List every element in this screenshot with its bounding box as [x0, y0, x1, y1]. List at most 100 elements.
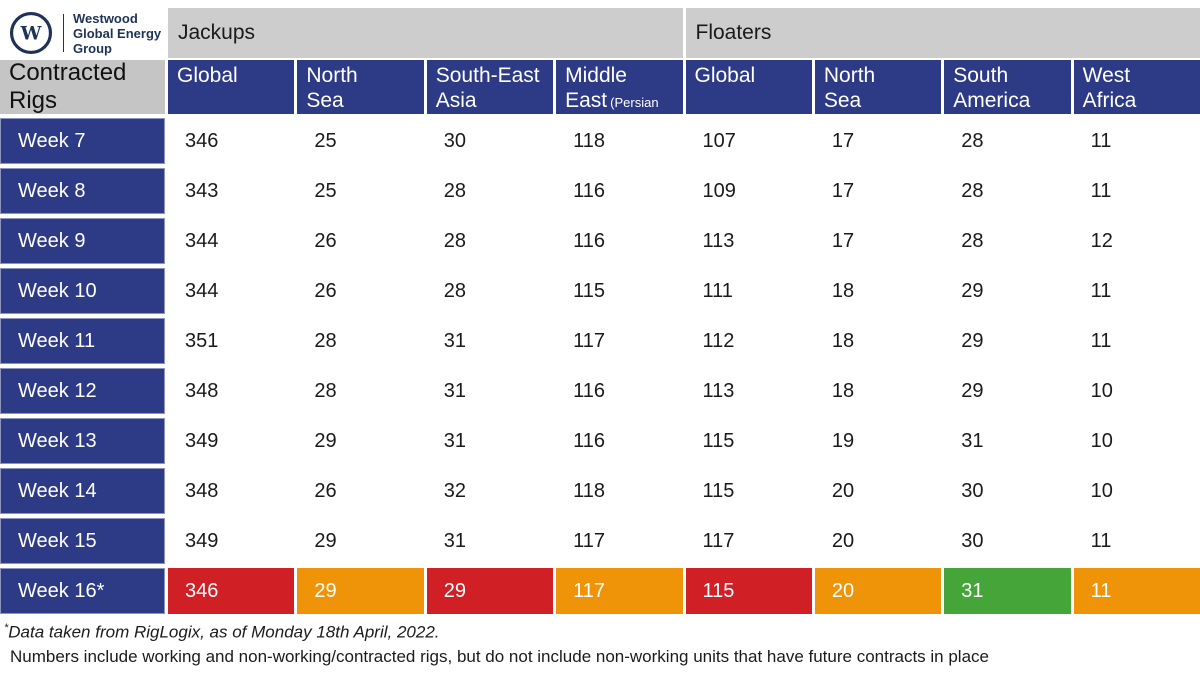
value-cell: 349 [168, 518, 295, 564]
column-header-floaters-north-sea: North Sea [814, 60, 942, 114]
value-cell-status: 346 [168, 568, 295, 614]
week-label: Week 12 [0, 368, 165, 414]
value-cell: 25 [297, 118, 424, 164]
value-cell: 20 [814, 518, 942, 564]
table-row-week10: Week 10 344 26 28 115 111 18 29 11 [0, 268, 1200, 314]
value-cell-status: 29 [297, 568, 424, 614]
week-label: Week 16* [0, 568, 165, 614]
week-label: Week 7 [0, 118, 165, 164]
value-cell: 28 [297, 318, 424, 364]
week-label: Week 14 [0, 468, 165, 514]
logo-divider [63, 14, 64, 52]
group-header-floaters-label: Floaters [695, 21, 772, 44]
value-cell: 28 [944, 218, 1071, 264]
value-cell: 31 [426, 418, 554, 464]
value-cell: 344 [168, 218, 295, 264]
value-cell: 116 [556, 368, 683, 414]
value-cell: 115 [685, 418, 812, 464]
value-cell: 11 [1073, 318, 1200, 364]
table-row-week7: Week 7 346 25 30 118 107 17 28 11 [0, 118, 1200, 164]
value-cell-status: 115 [685, 568, 812, 614]
value-cell: 117 [685, 518, 812, 564]
value-cell: 29 [944, 318, 1071, 364]
table-row-week13: Week 13 349 29 31 116 115 19 31 10 [0, 418, 1200, 464]
value-cell-status: 31 [944, 568, 1071, 614]
value-cell: 29 [944, 368, 1071, 414]
value-cell: 29 [944, 268, 1071, 314]
footnote-source: *Data taken from RigLogix, as of Monday … [4, 622, 440, 642]
value-cell: 30 [944, 468, 1071, 514]
value-cell-status: 20 [814, 568, 942, 614]
value-cell: 346 [168, 118, 295, 164]
value-cell: 117 [556, 318, 683, 364]
value-cell: 28 [944, 168, 1071, 214]
value-cell: 10 [1073, 418, 1200, 464]
value-cell: 28 [426, 268, 554, 314]
value-cell: 115 [685, 468, 812, 514]
table-row-week8: Week 8 343 25 28 116 109 17 28 11 [0, 168, 1200, 214]
table-row-week16: Week 16* 346 29 29 117 115 20 31 11 [0, 568, 1200, 614]
value-cell: 28 [426, 168, 554, 214]
column-header-jackups-global: Global [168, 60, 295, 114]
value-cell: 18 [814, 268, 942, 314]
column-header-jackups-north-sea: North Sea [297, 60, 424, 114]
value-cell: 29 [297, 418, 424, 464]
value-cell: 29 [297, 518, 424, 564]
brand-name: Westwood Global Energy Group [73, 11, 161, 56]
value-cell: 20 [814, 468, 942, 514]
group-header-floaters: Floaters [685, 8, 1200, 58]
table-row-week9: Week 9 344 26 28 116 113 17 28 12 [0, 218, 1200, 264]
value-cell: 107 [685, 118, 812, 164]
value-cell: 12 [1073, 218, 1200, 264]
value-cell: 26 [297, 268, 424, 314]
table-row-week12: Week 12 348 28 31 116 113 18 29 10 [0, 368, 1200, 414]
value-cell: 26 [297, 468, 424, 514]
value-cell: 30 [426, 118, 554, 164]
week-label: Week 11 [0, 318, 165, 364]
week-label: Week 15 [0, 518, 165, 564]
column-header-floaters-west-africa: West Africa [1073, 60, 1200, 114]
value-cell: 343 [168, 168, 295, 214]
group-header-row: W Westwood Global Energy Group Jackups F… [0, 8, 1200, 58]
column-header-jackups-south-east-asia: South-East Asia [426, 60, 554, 114]
value-cell: 17 [814, 168, 942, 214]
value-cell: 19 [814, 418, 942, 464]
value-cell: 109 [685, 168, 812, 214]
corner-label: Contracted Rigs [0, 59, 165, 114]
value-cell: 116 [556, 418, 683, 464]
week-label: Week 10 [0, 268, 165, 314]
value-cell: 11 [1073, 268, 1200, 314]
value-cell: 344 [168, 268, 295, 314]
brand-line-3: Group [73, 40, 112, 56]
value-cell: 118 [556, 118, 683, 164]
value-cell: 113 [685, 218, 812, 264]
value-cell: 31 [426, 368, 554, 414]
value-cell: 28 [944, 118, 1071, 164]
group-header-jackups-label: Jackups [178, 21, 256, 44]
footnotes: *Data taken from RigLogix, as of Monday … [0, 622, 1200, 667]
value-cell: 18 [814, 318, 942, 364]
value-cell: 28 [426, 218, 554, 264]
value-cell: 31 [426, 318, 554, 364]
brand-logo: W Westwood Global Energy Group [0, 8, 165, 58]
column-header-floaters-global: Global [685, 60, 812, 114]
week-label: Week 13 [0, 418, 165, 464]
value-cell: 349 [168, 418, 295, 464]
table-row-week14: Week 14 348 26 32 118 115 20 30 10 [0, 468, 1200, 514]
value-cell: 28 [297, 368, 424, 414]
brand-line-2: Global Energy [73, 25, 162, 41]
value-cell: 116 [556, 168, 683, 214]
value-cell: 25 [297, 168, 424, 214]
value-cell: 115 [556, 268, 683, 314]
value-cell: 10 [1073, 368, 1200, 414]
value-cell: 348 [168, 468, 295, 514]
value-cell: 117 [556, 518, 683, 564]
value-cell: 32 [426, 468, 554, 514]
value-cell: 113 [685, 368, 812, 414]
value-cell: 118 [556, 468, 683, 514]
value-cell: 11 [1073, 518, 1200, 564]
value-cell: 31 [426, 518, 554, 564]
corner-label-text: Contracted Rigs [9, 59, 127, 114]
value-cell-status: 117 [556, 568, 683, 614]
